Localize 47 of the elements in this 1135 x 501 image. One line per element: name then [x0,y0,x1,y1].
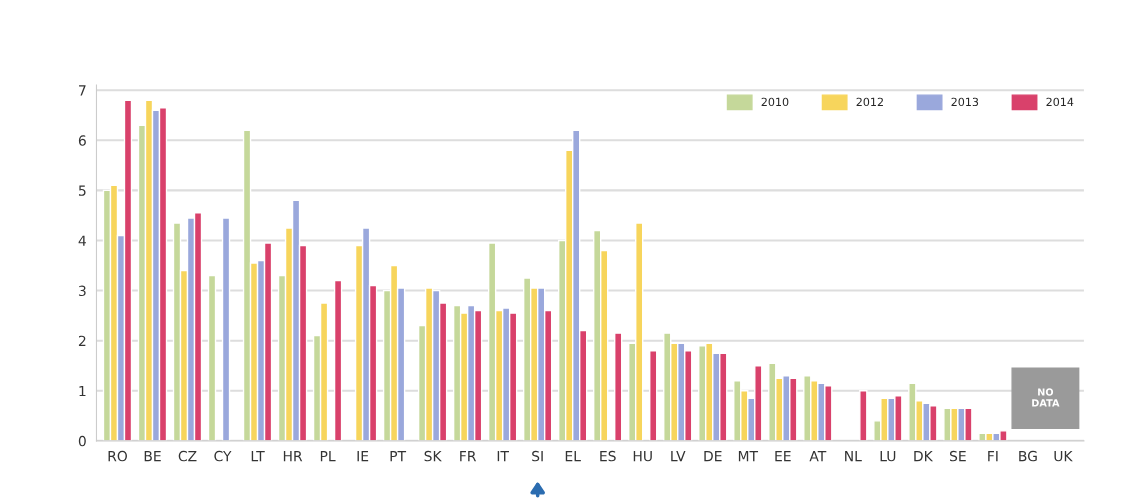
x-tick-label: SK [424,450,442,462]
legend-label: 2013 [951,97,979,107]
y-tick-label: 2 [78,335,86,346]
x-tick-label: LU [880,451,896,462]
legend-label: 2010 [761,97,789,107]
x-tick-label: LV [671,451,686,462]
x-tick-label: RO [108,450,127,462]
bar [859,390,868,441]
x-tick-label: PT [390,451,407,462]
x-tick-label: HR [283,451,303,462]
y-tick-label: 5 [78,185,86,196]
x-tick-label: IE [357,451,369,462]
x-tick-label: HU [633,451,652,462]
x-tick-label: UK [1054,451,1073,462]
y-tick-label: 0 [78,435,86,447]
bar [221,217,231,441]
x-tick-label: SI [532,450,543,462]
x-tick-label: FI [988,451,998,462]
y-tick-label: 1 [79,385,86,397]
y-tick-label: 6 [78,135,86,146]
bar [333,279,343,441]
x-tick-label: FR [460,451,477,462]
x-tick-label: IT [497,451,509,462]
y-tick-label: 7 [79,85,86,96]
legend-label: 2014 [1046,97,1074,107]
legend-label: 2012 [856,97,883,107]
x-tick-label: CZ [178,450,197,462]
x-tick-label: NL [845,451,862,462]
x-tick-label: MT [738,451,759,462]
x-tick-label: EL [565,451,581,462]
annotation: NO DATA [1032,388,1060,407]
x-tick-label: AT [809,451,827,462]
y-tick-label: 3 [78,285,86,297]
x-tick-label: CY [214,450,232,462]
x-tick-label: SE [949,450,966,462]
bar [207,274,217,441]
x-tick-label: BG [1019,450,1037,462]
x-tick-label: LT [251,451,265,462]
x-tick-label: PL [320,451,336,462]
x-tick-label: DE [704,451,722,462]
x-tick-label: ES [600,450,616,462]
bar [614,332,623,441]
x-tick-label: DK [914,451,934,462]
x-tick-label: BE [144,451,161,462]
x-tick-label: EE [775,451,791,462]
bar [649,350,658,441]
y-tick-label: 4 [78,235,86,246]
